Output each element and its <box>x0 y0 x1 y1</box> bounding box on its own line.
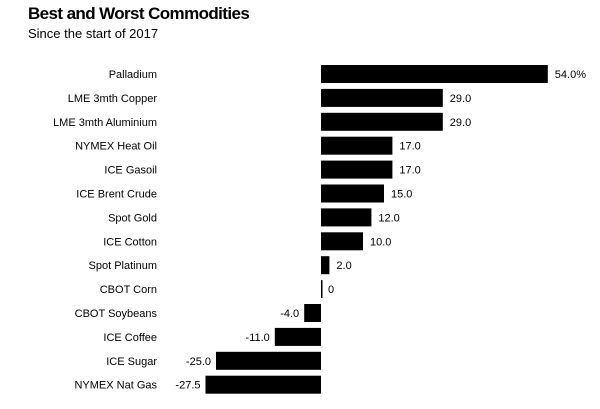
value-label-ice-gasoil: 17.0 <box>399 165 420 177</box>
value-label-lme-3mth-copper: 29.0 <box>450 93 471 105</box>
bar-spot-gold <box>321 208 372 227</box>
value-label-ice-coffee: -11.0 <box>246 332 270 344</box>
value-label-palladium: 54.0% <box>555 69 586 81</box>
value-label-nymex-heat-oil: 17.0 <box>399 141 420 153</box>
bar-spot-platinum <box>321 256 330 275</box>
category-label-ice-coffee: ICE Coffee <box>103 332 157 344</box>
category-label-nymex-heat-oil: NYMEX Heat Oil <box>75 141 157 153</box>
bar-lme-3mth-aluminium <box>321 112 443 131</box>
category-label-lme-3mth-copper: LME 3mth Copper <box>68 93 158 105</box>
category-label-palladium: Palladium <box>109 69 157 81</box>
value-label-spot-platinum: 2.0 <box>336 260 351 272</box>
value-label-nymex-nat-gas: -27.5 <box>175 380 200 392</box>
category-label-lme-3mth-aluminium: LME 3mth Aluminium <box>53 117 157 129</box>
bar-palladium <box>321 65 548 83</box>
category-label-ice-sugar: ICE Sugar <box>106 356 157 368</box>
bar-ice-cotton <box>321 232 363 251</box>
bar-ice-brent-crude <box>321 184 384 203</box>
category-label-ice-cotton: ICE Cotton <box>103 236 157 248</box>
bar-nymex-nat-gas <box>205 375 321 394</box>
value-label-lme-3mth-aluminium: 29.0 <box>450 117 471 129</box>
category-label-ice-gasoil: ICE Gasoil <box>104 165 157 177</box>
value-label-spot-gold: 12.0 <box>378 212 399 224</box>
category-label-cbot-soybeans: CBOT Soybeans <box>75 308 158 320</box>
bar-ice-gasoil <box>321 160 393 179</box>
category-label-cbot-corn: CBOT Corn <box>100 284 157 296</box>
bar-nymex-heat-oil <box>321 136 393 155</box>
value-label-ice-sugar: -25.0 <box>186 356 211 368</box>
value-label-cbot-soybeans: -4.0 <box>280 308 299 320</box>
chart-subtitle: Since the start of 2017 <box>28 26 159 41</box>
category-label-nymex-nat-gas: NYMEX Nat Gas <box>74 380 157 392</box>
value-label-cbot-corn: 0 <box>328 284 334 296</box>
category-label-spot-platinum: Spot Platinum <box>89 260 157 272</box>
bar-ice-sugar <box>216 351 321 370</box>
bar-ice-coffee <box>274 327 321 346</box>
value-label-ice-brent-crude: 15.0 <box>391 189 412 201</box>
chart-title: Best and Worst Commodities <box>28 4 250 23</box>
bar-cbot-soybeans <box>304 304 321 322</box>
category-label-spot-gold: Spot Gold <box>108 212 157 224</box>
bar-cbot-corn <box>321 280 323 299</box>
value-label-ice-cotton: 10.0 <box>370 236 391 248</box>
category-label-ice-brent-crude: ICE Brent Crude <box>76 189 157 201</box>
bar-lme-3mth-copper <box>321 88 443 107</box>
